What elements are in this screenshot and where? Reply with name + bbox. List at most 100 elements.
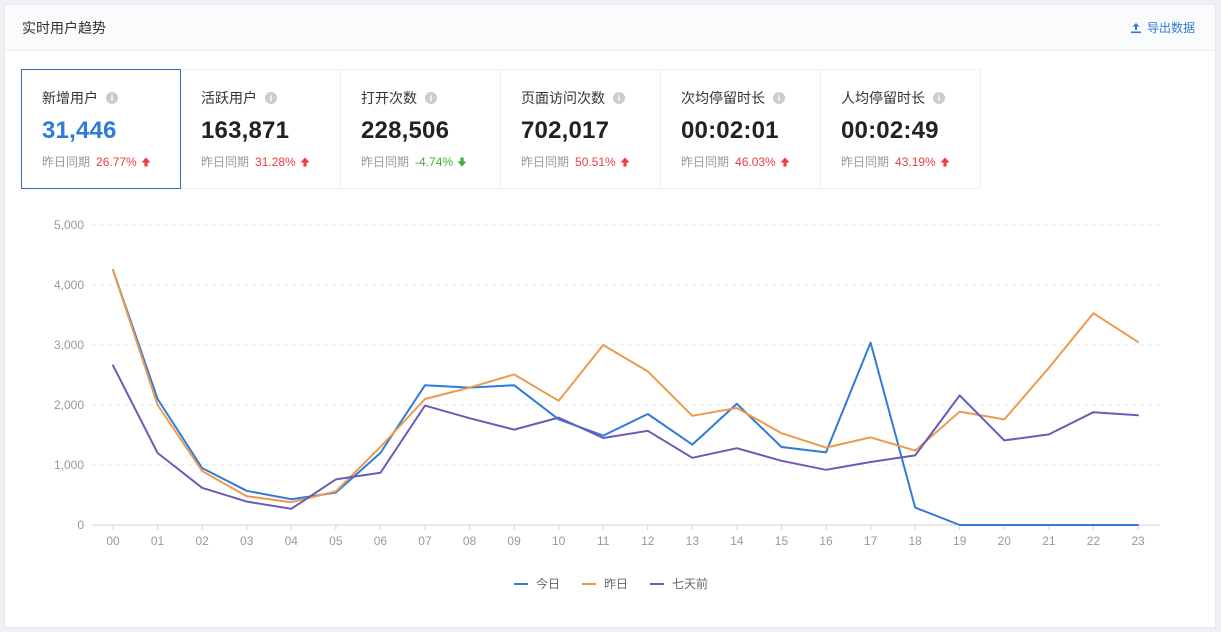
metric-card-page-views[interactable]: 页面访问次数 i 702,017 昨日同期 50.51%: [501, 69, 661, 189]
metric-value: 702,017: [521, 117, 610, 144]
metric-label: 打开次数: [361, 90, 417, 106]
arrow-up-icon: [620, 157, 630, 166]
metric-value: 00:02:49: [841, 117, 939, 144]
legend-item-today[interactable]: 今日: [513, 575, 560, 592]
metric-value: 31,446: [42, 117, 117, 144]
compare-label: 昨日同期: [841, 155, 890, 169]
x-tick-label: 14: [730, 534, 744, 548]
x-tick-label: 04: [285, 534, 299, 548]
metric-value: 163,871: [201, 117, 290, 144]
delta: 50.51%: [575, 155, 630, 169]
legend-item-yesterday[interactable]: 昨日: [581, 575, 628, 592]
metric-label: 新增用户: [42, 90, 98, 106]
x-tick-label: 05: [329, 534, 343, 548]
compare-label: 昨日同期: [201, 155, 250, 169]
x-tick-label: 20: [998, 534, 1012, 548]
x-tick-label: 10: [552, 534, 566, 548]
metric-value: 228,506: [361, 117, 450, 144]
y-tick-label: 0: [77, 518, 84, 532]
metric-card-avg-user-duration[interactable]: 人均停留时长 i 00:02:49 昨日同期 43.19%: [821, 69, 981, 189]
delta: 26.77%: [96, 155, 151, 169]
panel-title: 实时用户趋势: [22, 19, 106, 36]
compare-label: 昨日同期: [521, 155, 570, 169]
x-tick-label: 16: [819, 534, 833, 548]
trend-line-chart[interactable]: 0 1,000 2,000 3,000 4,000 5,000 00 01 02 03 04 05 06…: [5, 5, 1217, 629]
series-line-today: [112, 269, 1139, 526]
series-line-yesterday: [112, 269, 1139, 504]
legend-label: 今日: [535, 577, 560, 591]
metric-card-opens[interactable]: 打开次数 i 228,506 昨日同期 -4.74%: [341, 69, 501, 189]
x-tick-label: 13: [686, 534, 700, 548]
x-tick-label: 17: [864, 534, 878, 548]
arrow-up-icon: [940, 157, 950, 166]
y-tick-label: 3,000: [54, 338, 84, 352]
metric-cards: 新增用户 i 31,446 昨日同期 26.77% 活跃用户 i 163,871…: [21, 69, 981, 189]
legend-swatch: [650, 582, 664, 585]
info-icon[interactable]: i: [613, 92, 625, 104]
metric-card-avg-session-duration[interactable]: 次均停留时长 i 00:02:01 昨日同期 46.03%: [661, 69, 821, 189]
metric-label: 活跃用户: [201, 90, 257, 106]
delta-value: 50.51%: [575, 154, 616, 169]
metric-compare: 昨日同期 26.77%: [42, 153, 180, 170]
y-tick-label: 4,000: [54, 278, 84, 292]
delta: -4.74%: [415, 155, 467, 169]
metric-label: 人均停留时长: [841, 90, 925, 106]
info-icon[interactable]: i: [265, 92, 277, 104]
delta-value: 46.03%: [735, 154, 776, 169]
y-tick-label: 5,000: [54, 218, 84, 232]
metric-label: 页面访问次数: [521, 90, 605, 106]
x-tick-label: 06: [374, 534, 388, 548]
legend-swatch: [513, 582, 528, 585]
arrow-down-icon: [457, 157, 467, 166]
metric-compare: 昨日同期 50.51%: [521, 153, 660, 170]
compare-label: 昨日同期: [361, 155, 410, 169]
legend-label: 昨日: [603, 577, 628, 591]
export-label: 导出数据: [1146, 21, 1195, 35]
x-tick-label: 01: [151, 534, 165, 548]
chart-legend: 今日 昨日 七天前: [5, 575, 1217, 592]
metric-compare: 昨日同期 -4.74%: [361, 153, 500, 170]
x-tick-label: 19: [953, 534, 967, 548]
legend-label: 七天前: [672, 577, 709, 591]
metric-value: 00:02:01: [681, 117, 779, 144]
delta-value: 26.77%: [96, 154, 137, 169]
metric-label-row: 活跃用户 i: [201, 88, 340, 108]
delta-value: 31.28%: [255, 154, 296, 169]
metric-label-row: 人均停留时长 i: [841, 88, 980, 108]
x-tick-label: 21: [1042, 534, 1056, 548]
x-tick-label: 00: [106, 534, 120, 548]
compare-label: 昨日同期: [42, 155, 91, 169]
info-icon[interactable]: i: [106, 92, 118, 104]
export-button[interactable]: 导出数据: [1130, 19, 1195, 36]
arrow-up-icon: [300, 157, 310, 166]
upload-icon: [1130, 22, 1141, 33]
metric-card-active-users[interactable]: 活跃用户 i 163,871 昨日同期 31.28%: [181, 69, 341, 189]
legend-item-seven-days-ago[interactable]: 七天前: [650, 575, 708, 592]
metric-label-row: 次均停留时长 i: [681, 88, 820, 108]
x-tick-label: 03: [240, 534, 254, 548]
info-icon[interactable]: i: [773, 92, 785, 104]
x-tick-label: 12: [641, 534, 655, 548]
arrow-up-icon: [141, 157, 151, 166]
metric-label: 次均停留时长: [681, 90, 765, 106]
y-tick-label: 2,000: [54, 398, 84, 412]
realtime-trend-panel: 实时用户趋势 导出数据 新增用户 i 31,446 昨日同期 26.77%: [4, 4, 1216, 628]
metric-compare: 昨日同期 31.28%: [201, 153, 340, 170]
delta: 46.03%: [735, 155, 790, 169]
arrow-up-icon: [780, 157, 790, 166]
info-icon[interactable]: i: [425, 92, 437, 104]
legend-swatch: [581, 582, 596, 585]
delta-value: 43.19%: [895, 154, 936, 169]
x-tick-label: 07: [418, 534, 432, 548]
compare-label: 昨日同期: [681, 155, 730, 169]
info-icon[interactable]: i: [933, 92, 945, 104]
metric-label-row: 页面访问次数 i: [521, 88, 660, 108]
x-tick-label: 08: [463, 534, 477, 548]
series-line-seven-days-ago: [112, 364, 1139, 510]
metric-card-new-users[interactable]: 新增用户 i 31,446 昨日同期 26.77%: [21, 69, 181, 189]
x-tick-label: 11: [597, 534, 610, 548]
delta-value: -4.74%: [415, 154, 454, 169]
metric-compare: 昨日同期 46.03%: [681, 153, 820, 170]
x-tick-label: 18: [908, 534, 922, 548]
delta: 43.19%: [895, 155, 950, 169]
